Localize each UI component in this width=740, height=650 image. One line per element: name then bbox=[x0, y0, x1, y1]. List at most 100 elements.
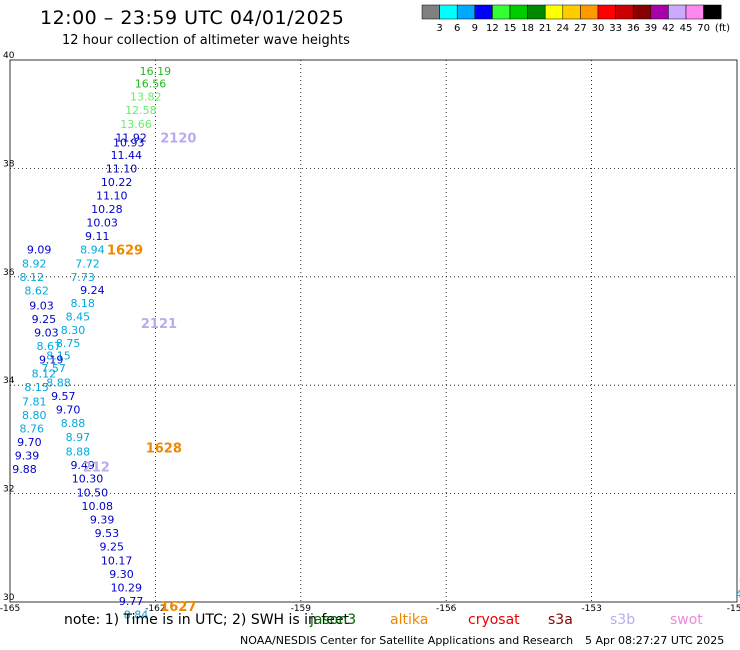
colorbar-label: 24 bbox=[556, 23, 569, 34]
swh-value-label: 8.76 bbox=[20, 423, 45, 436]
swh-value-label: 8.62 bbox=[24, 284, 49, 297]
map-title: 12:00 – 23:59 UTC 04/01/2025 bbox=[40, 7, 345, 29]
swh-value-label: 8.30 bbox=[61, 324, 86, 337]
colorbar-label: 45 bbox=[680, 23, 693, 34]
swh-value-label: 9.19 bbox=[39, 354, 64, 367]
swh-value-label: 8.15 bbox=[46, 349, 71, 362]
colorbar-label: 30 bbox=[592, 23, 605, 34]
swh-value-label: 10.03 bbox=[86, 217, 118, 230]
swh-value-label: 10.28 bbox=[91, 203, 123, 216]
colorbar-label: 27 bbox=[574, 23, 587, 34]
swh-value-label: 8.88 bbox=[61, 417, 86, 430]
swh-value-label: 8.80 bbox=[22, 409, 47, 422]
swh-value-label: 10.08 bbox=[81, 500, 113, 513]
lon-tick-label: -165 bbox=[0, 604, 20, 614]
swh-value-label: 9.39 bbox=[15, 450, 40, 463]
swh-value-label: 8.94 bbox=[80, 244, 105, 257]
colorbar-label: 15 bbox=[504, 23, 517, 34]
colorbar-label: 39 bbox=[644, 23, 657, 34]
swh-value-label: 8.84 bbox=[124, 608, 149, 621]
pass-time-label: 1628 bbox=[146, 442, 182, 457]
swh-value-label: 8.12 bbox=[20, 271, 45, 284]
pass-time-label: 1629 bbox=[107, 244, 143, 259]
swh-value-label: 8.45 bbox=[66, 310, 91, 323]
swh-value-label: 4.6 bbox=[736, 588, 740, 601]
swh-value-label: 9.39 bbox=[90, 514, 115, 527]
pass-time-label: 2120 bbox=[160, 132, 196, 147]
colorbar-label: 36 bbox=[627, 23, 640, 34]
swh-value-label: 10.93 bbox=[113, 136, 145, 149]
swh-value-label: 10.22 bbox=[101, 176, 133, 189]
swh-value-label: 9.53 bbox=[95, 527, 120, 540]
lat-tick-label: 34 bbox=[3, 376, 15, 386]
swh-value-label: 7.57 bbox=[41, 362, 66, 375]
swh-value-label: 12.58 bbox=[125, 104, 157, 117]
units-note: note: 1) Time is in UTC; 2) SWH is in fe… bbox=[64, 612, 350, 628]
swh-value-label: 9.77 bbox=[119, 595, 144, 608]
swh-value-label: 7.81 bbox=[22, 395, 47, 408]
footer-organization: NOAA/NESDIS Center for Satellite Applica… bbox=[240, 634, 574, 647]
swh-value-label: 9.11 bbox=[85, 230, 110, 243]
lat-tick-label: 38 bbox=[3, 159, 15, 169]
colorbar-label: 6 bbox=[454, 23, 460, 34]
footer-timestamp: 5 Apr 08:27:27 UTC 2025 bbox=[585, 634, 725, 647]
lat-tick-label: 40 bbox=[3, 51, 15, 61]
swh-value-label: 8.88 bbox=[66, 445, 91, 458]
swh-value-label: 13.66 bbox=[120, 118, 152, 131]
swh-colorbar: 3 6 9 12 15 18 21 24 27 30 33 36 39 42 45 70 (ft) bbox=[421, 4, 730, 34]
swh-value-label: 11.10 bbox=[106, 162, 138, 175]
colorbar-label: 21 bbox=[539, 23, 552, 34]
colorbar-label: 12 bbox=[486, 23, 499, 34]
swh-value-label: 10.29 bbox=[111, 581, 143, 594]
lon-tick-label: -153 bbox=[581, 604, 601, 614]
swh-value-label: 9.88 bbox=[12, 463, 37, 476]
swh-value-label: 9.24 bbox=[80, 284, 105, 297]
swh-value-label: 11.10 bbox=[96, 190, 128, 203]
colorbar-swatch bbox=[703, 4, 722, 20]
swh-value-label: 9.09 bbox=[27, 244, 52, 257]
swh-value-label: 8.18 bbox=[70, 297, 95, 310]
swh-value-label: 10.30 bbox=[72, 472, 104, 485]
colorbar-label: 42 bbox=[662, 23, 675, 34]
swh-value-label: 9.49 bbox=[70, 459, 95, 472]
swh-value-label: 9.57 bbox=[51, 390, 76, 403]
swh-value-label: 9.70 bbox=[17, 436, 42, 449]
swh-value-label: 8.75 bbox=[56, 337, 81, 350]
swh-value-label: 9.03 bbox=[29, 300, 54, 313]
swh-value-label: 16.19 bbox=[140, 65, 172, 78]
map-subtitle: 12 hour collection of altimeter wave hei… bbox=[62, 33, 350, 48]
lat-tick-label: 32 bbox=[3, 485, 14, 495]
swh-value-label: 8.92 bbox=[22, 257, 47, 270]
swh-value-label: 8.88 bbox=[46, 376, 71, 389]
swh-value-label: 9.30 bbox=[109, 568, 134, 581]
swh-value-label: 7.73 bbox=[70, 271, 95, 284]
swh-value-label: 8.97 bbox=[66, 431, 91, 444]
swh-value-label: 10.17 bbox=[101, 554, 133, 567]
swh-value-label: 13.82 bbox=[130, 90, 162, 103]
swh-value-label: 16.56 bbox=[135, 77, 167, 90]
pass-time-label: 1627 bbox=[160, 600, 196, 615]
lat-tick-label: 30 bbox=[3, 593, 15, 603]
swh-value-label: 9.70 bbox=[56, 404, 81, 417]
pass-time-label: 2121 bbox=[141, 317, 177, 332]
swh-value-label: 8.15 bbox=[24, 381, 49, 394]
colorbar-label: 70 bbox=[697, 23, 710, 34]
colorbar-label: 9 bbox=[472, 23, 478, 34]
lon-tick-label: -156 bbox=[436, 604, 457, 614]
swh-value-label: 8.12 bbox=[32, 367, 57, 380]
colorbar-label: 3 bbox=[436, 23, 442, 34]
swh-value-label: 9.25 bbox=[32, 313, 57, 326]
lon-tick-label: -150 bbox=[727, 604, 740, 614]
swh-value-label: 11.44 bbox=[111, 149, 143, 162]
swh-value-label: 11.92 bbox=[115, 132, 147, 145]
swh-value-label: 9.25 bbox=[100, 541, 125, 554]
colorbar-label: 33 bbox=[609, 23, 622, 34]
lon-tick-label: -159 bbox=[291, 604, 312, 614]
swh-value-label: 9.03 bbox=[34, 327, 59, 340]
map-frame bbox=[9, 59, 738, 603]
swh-value-label: 7.72 bbox=[75, 257, 100, 270]
colorbar-label: 18 bbox=[521, 23, 534, 34]
swh-value-label: 10.50 bbox=[77, 487, 109, 500]
colorbar-unit: (ft) bbox=[715, 23, 730, 34]
